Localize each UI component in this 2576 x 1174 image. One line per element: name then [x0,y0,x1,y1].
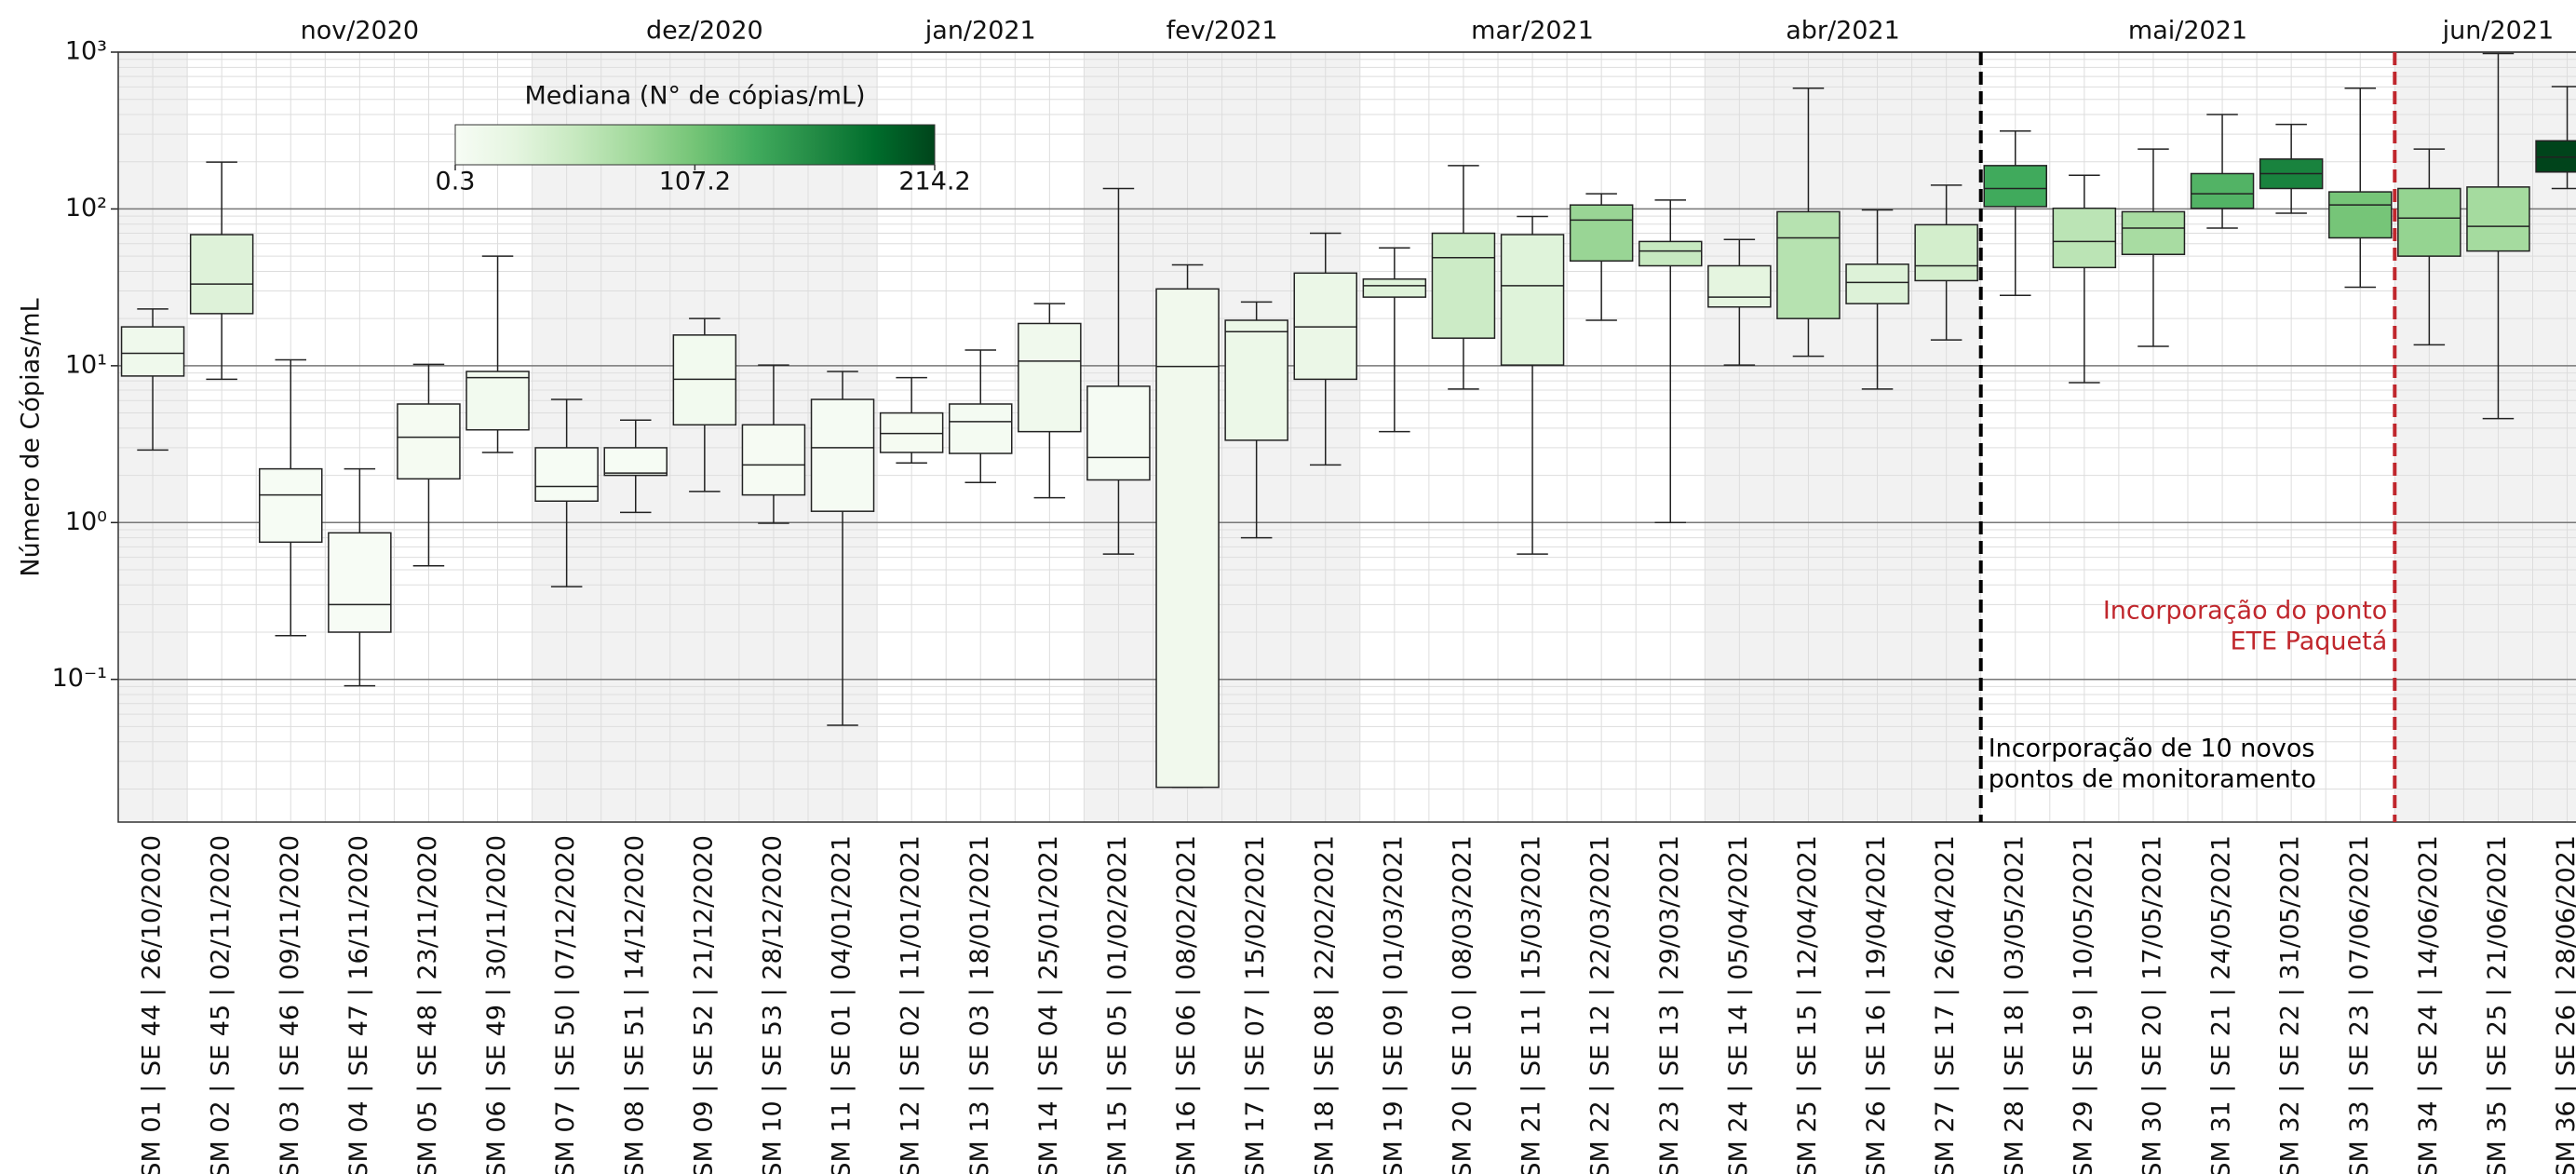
x-tick-label: SM 04 | SE 47 | 16/11/2020 [344,835,373,1174]
box [1569,204,1634,263]
y-tick-label: 10⁰ [65,507,107,536]
x-tick-label: SM 32 | SE 22 | 31/05/2021 [2276,835,2305,1174]
x-tick-label: SM 33 | SE 23 | 07/06/2021 [2345,835,2374,1174]
y-tick-label: 10¹ [65,350,107,379]
box [465,371,530,431]
box [189,234,254,315]
box [1155,288,1220,789]
month-label: mai/2021 [2128,17,2247,46]
x-tick-label: SM 16 | SE 06 | 08/02/2021 [1172,835,1201,1174]
box [1776,210,1841,319]
annotation-text: ETE Paquetá [2230,627,2387,656]
box [1500,234,1565,366]
x-tick-label: SM 19 | SE 09 | 01/03/2021 [1379,835,1408,1174]
x-tick-label: SM 08 | SE 51 | 14/12/2020 [620,835,649,1174]
x-tick-label: SM 14 | SE 04 | 25/01/2021 [1034,835,1063,1174]
box [879,412,944,453]
x-tick-label: SM 09 | SE 52 | 21/12/2020 [689,835,718,1174]
x-tick-label: SM 28 | SE 18 | 03/05/2021 [2000,835,2029,1174]
annotation-text: pontos de monitoramento [1989,765,2316,794]
x-tick-label: SM 27 | SE 17 | 26/04/2021 [1931,835,1960,1174]
x-tick-label: SM 05 | SE 48 | 23/11/2020 [413,835,442,1174]
box [1362,278,1427,298]
x-tick-label: SM 03 | SE 46 | 09/11/2020 [276,835,304,1174]
y-tick-label: 10³ [65,37,107,66]
y-tick-label: 10⁻¹ [52,664,107,693]
box [1639,240,1703,267]
x-tick-label: SM 25 | SE 15 | 12/04/2021 [1793,835,1822,1174]
month-label: fev/2021 [1167,17,1278,46]
x-tick-label: SM 07 | SE 50 | 07/12/2020 [551,835,580,1174]
x-tick-label: SM 13 | SE 03 | 18/01/2021 [965,835,994,1174]
colorbar [454,124,936,166]
x-tick-label: SM 20 | SE 10 | 08/03/2021 [1448,835,1477,1174]
box [328,532,392,633]
box [2466,186,2530,252]
x-tick-label: SM 15 | SE 05 | 01/02/2021 [1103,835,1132,1174]
box [741,424,806,496]
box [1086,385,1151,481]
annotation-text: Incorporação de 10 novos [1989,735,2315,763]
month-label: jan/2021 [924,17,1036,46]
x-tick-label: SM 12 | SE 02 | 11/01/2021 [897,835,925,1174]
colorbar-title: Mediana (N° de cópias/mL) [524,82,865,111]
x-tick-label: SM 35 | SE 25 | 21/06/2021 [2483,835,2512,1174]
x-tick-label: SM 24 | SE 14 | 05/04/2021 [1724,835,1753,1174]
box [810,398,875,512]
y-axis-label: Número de Cópias/mL [17,298,46,576]
box [397,403,461,480]
colorbar-tick-label: 214.2 [898,168,970,196]
box [120,326,185,377]
box [1431,232,1496,339]
plot-frame [117,51,2576,823]
box [1914,223,1978,282]
x-tick-label: SM 11 | SE 01 | 04/01/2021 [828,835,856,1174]
box [2052,207,2117,269]
box [603,447,668,477]
month-label: abr/2021 [1786,17,1900,46]
box [1983,165,2047,208]
box [1707,264,1772,308]
month-label: jun/2021 [2442,17,2555,46]
x-tick-label: SM 01 | SE 44 | 26/10/2020 [138,835,167,1174]
x-tick-label: SM 17 | SE 07 | 15/02/2021 [1241,835,1270,1174]
box [2397,187,2461,257]
x-tick-label: SM 29 | SE 19 | 10/05/2021 [2069,835,2097,1174]
box [2190,172,2255,209]
x-tick-label: SM 26 | SE 16 | 19/04/2021 [1862,835,1891,1174]
box [534,447,599,503]
x-tick-label: SM 34 | SE 24 | 14/06/2021 [2414,835,2443,1174]
x-tick-label: SM 23 | SE 13 | 29/03/2021 [1655,835,1684,1174]
x-tick-label: SM 30 | SE 20 | 17/05/2021 [2138,835,2166,1174]
annotation-text: Incorporação do ponto [2103,597,2387,626]
month-label: nov/2020 [301,17,419,46]
box [1293,272,1357,381]
x-tick-label: SM 10 | SE 53 | 28/12/2020 [758,835,787,1174]
x-tick-label: SM 18 | SE 08 | 22/02/2021 [1310,835,1339,1174]
box [2535,140,2576,173]
month-label: dez/2020 [646,17,763,46]
box [949,403,1013,454]
box [2328,191,2393,239]
x-tick-label: SM 21 | SE 11 | 15/03/2021 [1517,835,1546,1174]
box [1224,319,1288,441]
x-tick-label: SM 36 | SE 26 | 28/06/2021 [2552,835,2576,1174]
x-tick-label: SM 02 | SE 45 | 02/11/2020 [207,835,236,1174]
box [2121,210,2186,256]
box [1018,322,1082,433]
x-tick-label: SM 06 | SE 49 | 30/11/2020 [482,835,511,1174]
x-tick-label: SM 31 | SE 21 | 24/05/2021 [2207,835,2236,1174]
box [259,467,323,544]
x-tick-label: SM 22 | SE 12 | 22/03/2021 [1586,835,1615,1174]
month-label: mar/2021 [1471,17,1594,46]
colorbar-tick-label: 107.2 [659,168,731,196]
y-tick-label: 10² [65,194,107,223]
colorbar-tick-label: 0.3 [436,168,476,196]
box [1845,263,1909,304]
